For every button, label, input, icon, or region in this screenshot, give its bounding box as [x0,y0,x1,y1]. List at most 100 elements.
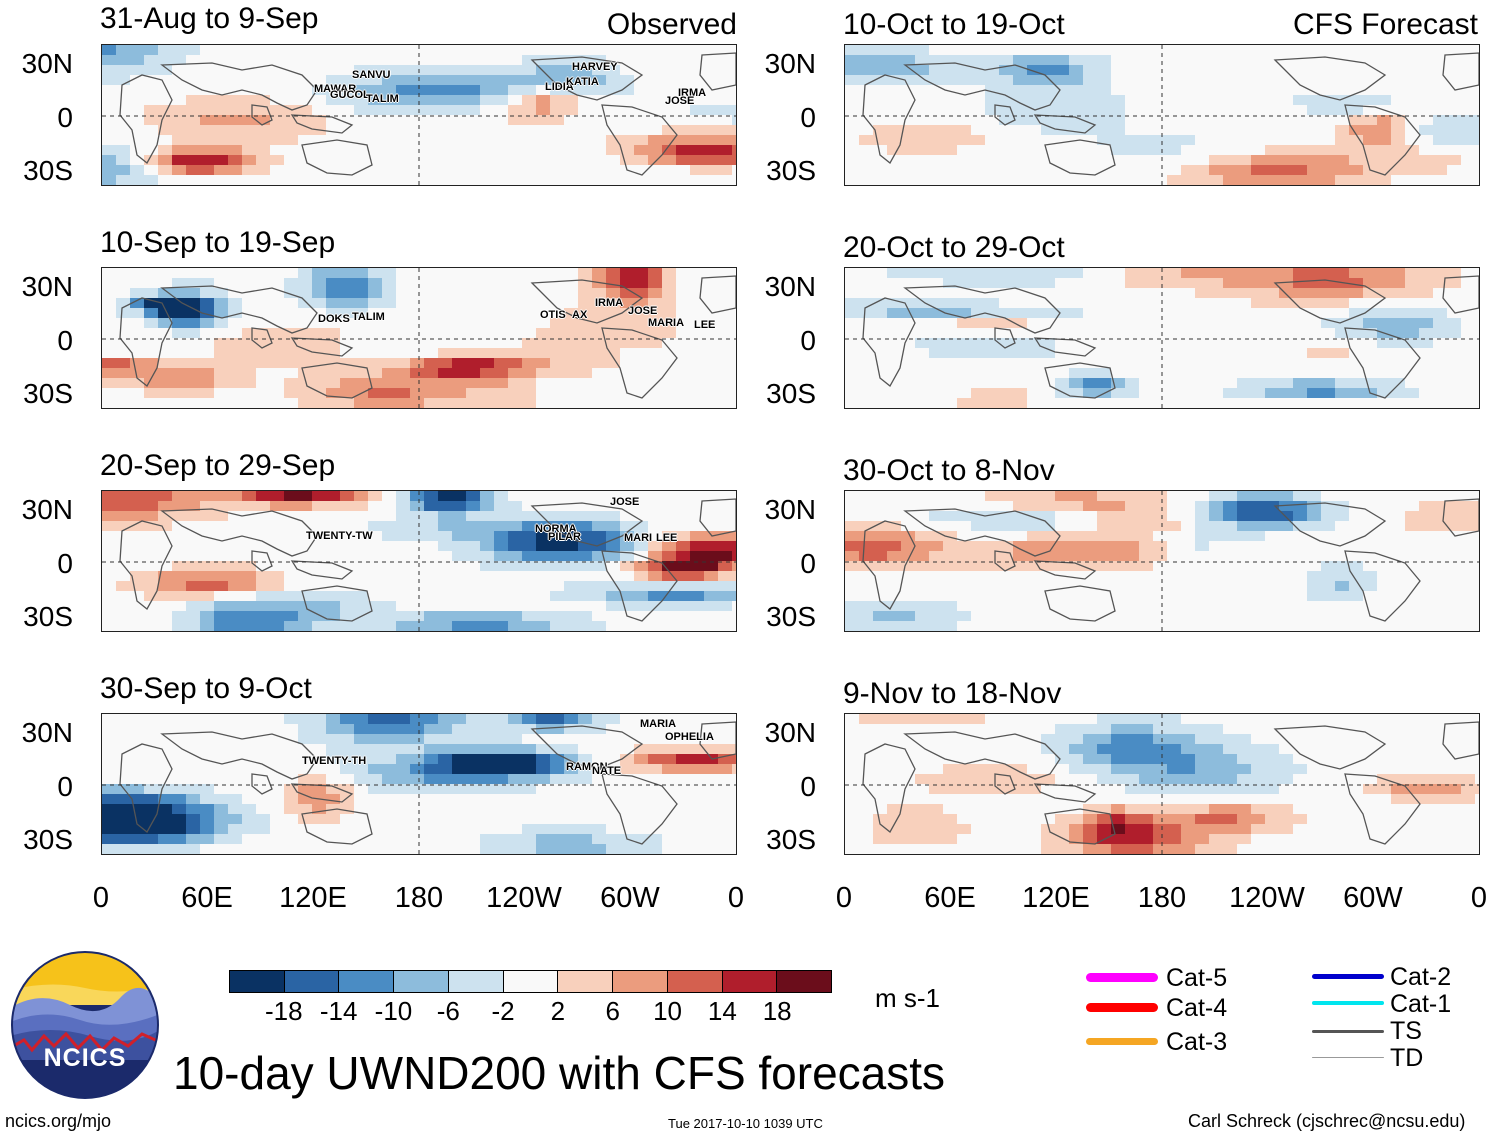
field-cell [873,724,888,735]
field-cell [1377,621,1392,631]
field-cell [971,378,986,389]
field-cell [214,511,229,522]
field-cell [1391,55,1406,66]
field-cell [901,621,916,631]
field-cell [887,754,902,765]
field-cell [284,611,299,622]
field-cell [1153,115,1168,126]
field-cell [1405,165,1420,176]
field-cell [536,378,551,389]
field-cell [634,581,649,592]
field-cell [1321,348,1336,359]
field-cell [1363,744,1378,755]
field-cell [312,734,327,745]
field-cell [1405,175,1420,185]
field-cell [1265,278,1280,289]
field-cell [410,65,425,76]
field-cell [1097,105,1112,116]
field-cell [901,135,916,146]
field-cell [634,511,649,522]
field-cell [158,764,173,775]
field-cell [368,784,383,795]
field-cell [1125,105,1140,116]
field-cell [130,145,145,156]
field-cell [929,764,944,775]
field-cell [1363,338,1378,349]
field-cell [845,135,860,146]
field-cell [1293,378,1308,389]
field-cell [676,165,691,176]
field-cell [845,288,860,299]
field-cell [214,115,229,126]
field-cell [228,724,243,735]
field-cell [214,531,229,542]
field-cell [508,521,523,532]
field-cell [620,175,635,185]
field-cell [1195,65,1210,76]
field-cell [130,398,145,408]
field-cell [1293,744,1308,755]
field-cell [648,521,663,532]
field-cell [732,175,736,185]
field-cell [144,814,159,825]
field-cell [662,541,677,552]
field-cell [1363,714,1378,725]
field-cell [298,75,313,86]
field-cell [718,145,733,156]
field-cell [592,308,607,319]
field-cell [1111,541,1126,552]
field-cell [368,611,383,622]
field-cell [340,338,355,349]
field-cell [985,145,1000,156]
field-cell [284,85,299,96]
field-cell [606,368,621,379]
field-cell [718,45,733,56]
field-cell [438,398,453,408]
field-cell [508,814,523,825]
field-cell [901,764,916,775]
field-cell [1209,85,1224,96]
field-cell [901,45,916,56]
field-cell [1237,125,1252,136]
field-cell [284,368,299,379]
field-cell [1195,764,1210,775]
field-cell [564,601,579,612]
field-cell [494,328,509,339]
field-cell [298,105,313,116]
field-cell [845,125,860,136]
field-cell [704,165,719,176]
field-cell [1447,378,1462,389]
field-cell [1237,784,1252,795]
field-cell [340,145,355,156]
field-cell [606,764,621,775]
field-cell [270,398,285,408]
field-cell [1405,611,1420,622]
field-cell [396,298,411,309]
field-cell [466,85,481,96]
field-cell [704,541,719,552]
field-cell [536,561,551,572]
field-cell [985,491,1000,502]
field-cell [1405,338,1420,349]
field-cell [845,95,860,106]
field-cell [1167,531,1182,542]
field-cell [1237,348,1252,359]
field-cell [116,491,131,502]
field-cell [1293,724,1308,735]
field-cell [1097,135,1112,146]
field-cell [690,541,705,552]
field-cell [536,601,551,612]
field-cell [1307,45,1322,56]
field-cell [522,521,537,532]
field-cell [1111,531,1126,542]
field-cell [1083,145,1098,156]
field-cell [1433,774,1448,785]
field-cell [1013,784,1028,795]
field-cell [971,85,986,96]
field-cell [1307,288,1322,299]
field-cell [1377,724,1392,735]
field-cell [901,115,916,126]
coastline [160,731,318,780]
field-cell [1265,145,1280,156]
field-cell [1293,551,1308,562]
